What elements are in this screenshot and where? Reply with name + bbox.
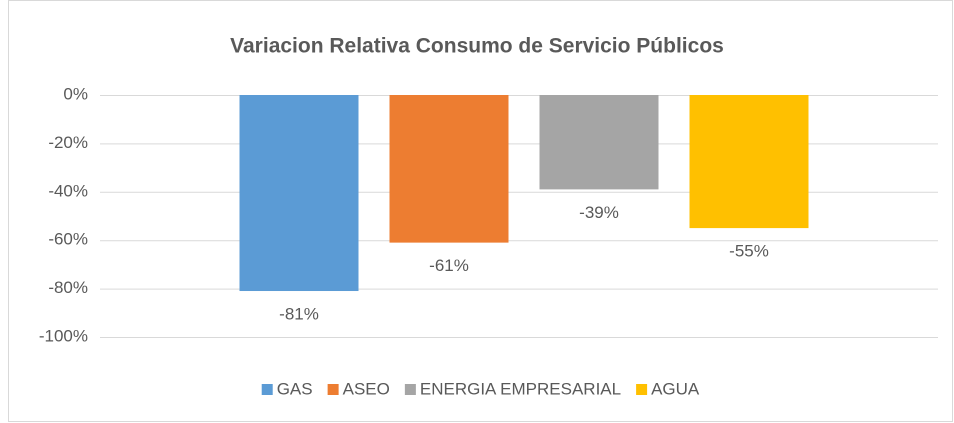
- data-label: -61%: [429, 256, 469, 275]
- legend-swatch: [636, 384, 648, 395]
- data-label: -55%: [729, 242, 769, 261]
- legend-swatch: [327, 384, 339, 395]
- bar: [539, 95, 659, 190]
- legend-label: ASEO: [343, 379, 390, 398]
- bar: [689, 95, 809, 229]
- bar: [389, 95, 509, 243]
- y-tick-label: -40%: [48, 181, 88, 200]
- chart-title: Variacion Relativa Consumo de Servicio P…: [230, 35, 724, 58]
- data-label: -81%: [279, 305, 319, 324]
- y-tick-label: 0%: [63, 84, 88, 103]
- legend-label: GAS: [277, 379, 313, 398]
- y-tick-label: -80%: [48, 278, 88, 297]
- y-tick-label: -20%: [48, 133, 88, 152]
- y-tick-label: -60%: [48, 230, 88, 249]
- bar: [239, 95, 359, 292]
- y-tick-label: -100%: [39, 326, 88, 345]
- legend-label: ENERGIA EMPRESARIAL: [420, 379, 621, 398]
- legend-swatch: [261, 384, 273, 395]
- legend-label: AGUA: [651, 379, 700, 398]
- data-label: -39%: [579, 203, 619, 222]
- legend-swatch: [404, 384, 416, 395]
